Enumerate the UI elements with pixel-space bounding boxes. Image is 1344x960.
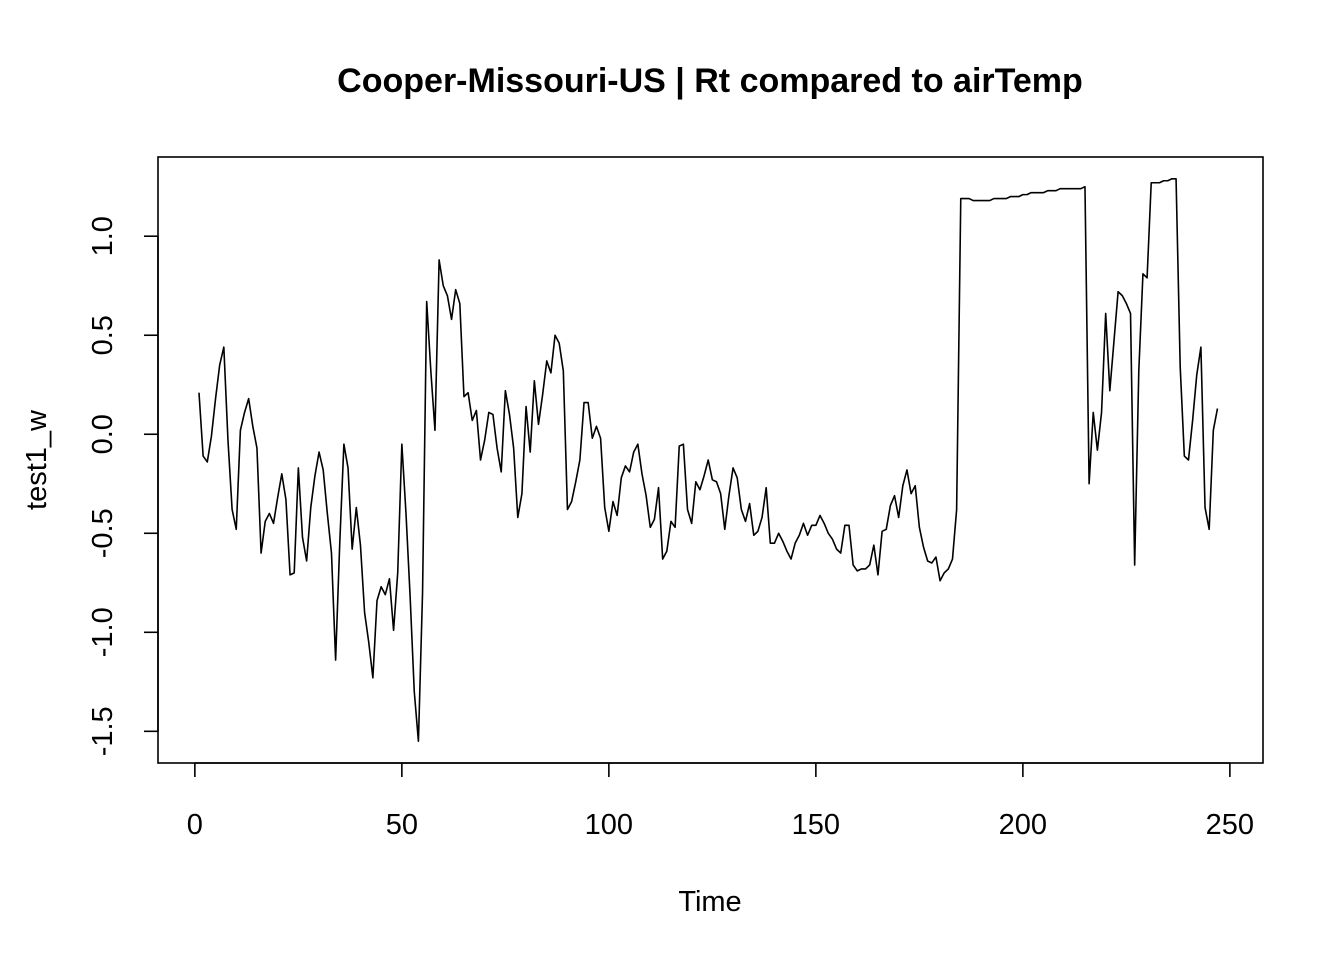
x-tick-label: 50 bbox=[386, 809, 418, 841]
y-tick-label: -0.5 bbox=[87, 508, 119, 558]
x-tick-label: 100 bbox=[585, 809, 633, 841]
y-tick-label: -1.5 bbox=[87, 706, 119, 756]
y-tick-label: 0.0 bbox=[87, 414, 119, 454]
y-tick-label: -1.0 bbox=[87, 607, 119, 657]
x-axis-label: Time bbox=[678, 886, 741, 918]
x-tick-label: 0 bbox=[187, 809, 203, 841]
chart-title: Cooper-Missouri-US | Rt compared to airT… bbox=[337, 62, 1083, 100]
x-tick-label: 200 bbox=[999, 809, 1047, 841]
y-axis: -1.5 -1.0 -0.5 0.0 0.5 1.0 bbox=[87, 216, 159, 756]
y-tick-label: 1.0 bbox=[87, 216, 119, 256]
y-tick-label: 0.5 bbox=[87, 315, 119, 355]
plot-frame bbox=[157, 156, 1264, 764]
x-axis: 0 50 100 150 200 250 bbox=[187, 762, 1254, 841]
series-line bbox=[198, 177, 1219, 743]
x-tick-label: 250 bbox=[1206, 809, 1254, 841]
x-tick-label: 150 bbox=[792, 809, 840, 841]
y-axis-label: test1_w bbox=[21, 409, 53, 510]
